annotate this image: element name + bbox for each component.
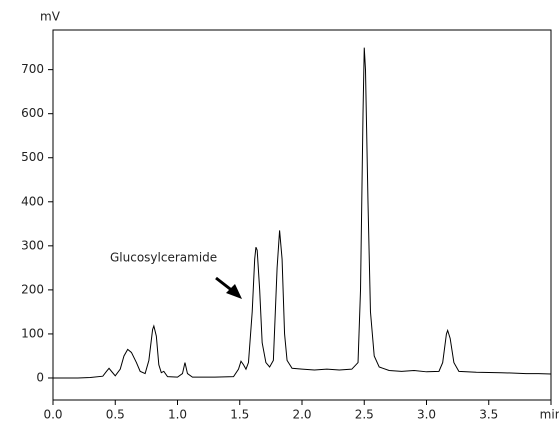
- y-tick-label: 500: [21, 150, 44, 164]
- annotation: Glucosylceramide: [110, 251, 217, 265]
- x-tick-label: min: [540, 408, 559, 422]
- x-tick-label: 0.5: [106, 408, 125, 422]
- x-tick-label: 3.0: [417, 408, 436, 422]
- y-axis-label: mV: [40, 10, 61, 24]
- y-tick-label: 0: [36, 370, 44, 384]
- annotation-arrowhead: [226, 284, 242, 299]
- trace: [53, 47, 552, 379]
- y-tick-label: 100: [21, 326, 44, 340]
- x-tick-label: 1.5: [230, 408, 249, 422]
- y-tick-label: 200: [21, 282, 44, 296]
- x-tick-label: 3.5: [479, 408, 498, 422]
- x-tick-label: 1.0: [168, 408, 187, 422]
- plot-frame: [52, 29, 552, 401]
- x-tick-label: 2.0: [292, 408, 311, 422]
- x-tick-label: 2.5: [355, 408, 374, 422]
- x-tick-label: 0.0: [43, 408, 62, 422]
- y-tick-label: 600: [21, 106, 44, 120]
- y-tick-label: 700: [21, 62, 44, 76]
- y-tick-label: 300: [21, 238, 44, 252]
- y-tick-label: 400: [21, 194, 44, 208]
